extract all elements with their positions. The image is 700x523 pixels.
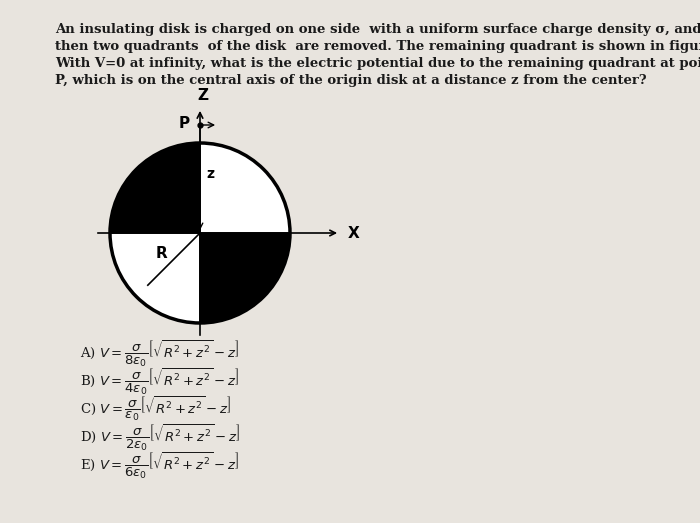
Wedge shape [200, 233, 290, 323]
Text: X: X [348, 225, 360, 241]
Wedge shape [110, 233, 200, 323]
Text: E) $V = \dfrac{\sigma}{6\varepsilon_0}\left[\sqrt{R^2 + z^2} - z\right]$: E) $V = \dfrac{\sigma}{6\varepsilon_0}\l… [80, 450, 239, 481]
Wedge shape [200, 143, 290, 233]
Text: C) $V = \dfrac{\sigma}{\varepsilon_0}\left[\sqrt{R^2 + z^2} - z\right]$: C) $V = \dfrac{\sigma}{\varepsilon_0}\le… [80, 394, 231, 423]
Wedge shape [110, 143, 200, 233]
Text: z: z [206, 167, 214, 181]
Text: A) $V = \dfrac{\sigma}{8\varepsilon_0}\left[\sqrt{R^2 + z^2} - z\right]$: A) $V = \dfrac{\sigma}{8\varepsilon_0}\l… [80, 338, 239, 369]
Text: D) $V = \dfrac{\sigma}{2\varepsilon_0}\left[\sqrt{R^2 + z^2} - z\right]$: D) $V = \dfrac{\sigma}{2\varepsilon_0}\l… [80, 422, 240, 452]
Text: R: R [155, 246, 167, 261]
Text: Z: Z [197, 88, 209, 103]
Text: P, which is on the central axis of the origin disk at a distance z from the cent: P, which is on the central axis of the o… [55, 74, 647, 87]
Text: With V=0 at infinity, what is the electric potential due to the remaining quadra: With V=0 at infinity, what is the electr… [55, 57, 700, 70]
Text: then two quadrants  of the disk  are removed. The remaining quadrant is shown in: then two quadrants of the disk are remov… [55, 40, 700, 53]
Text: B) $V = \dfrac{\sigma}{4\varepsilon_0}\left[\sqrt{R^2 + z^2} - z\right]$: B) $V = \dfrac{\sigma}{4\varepsilon_0}\l… [80, 366, 239, 396]
Text: An insulating disk is charged on one side  with a uniform surface charge density: An insulating disk is charged on one sid… [55, 23, 700, 36]
Text: P: P [179, 116, 190, 131]
